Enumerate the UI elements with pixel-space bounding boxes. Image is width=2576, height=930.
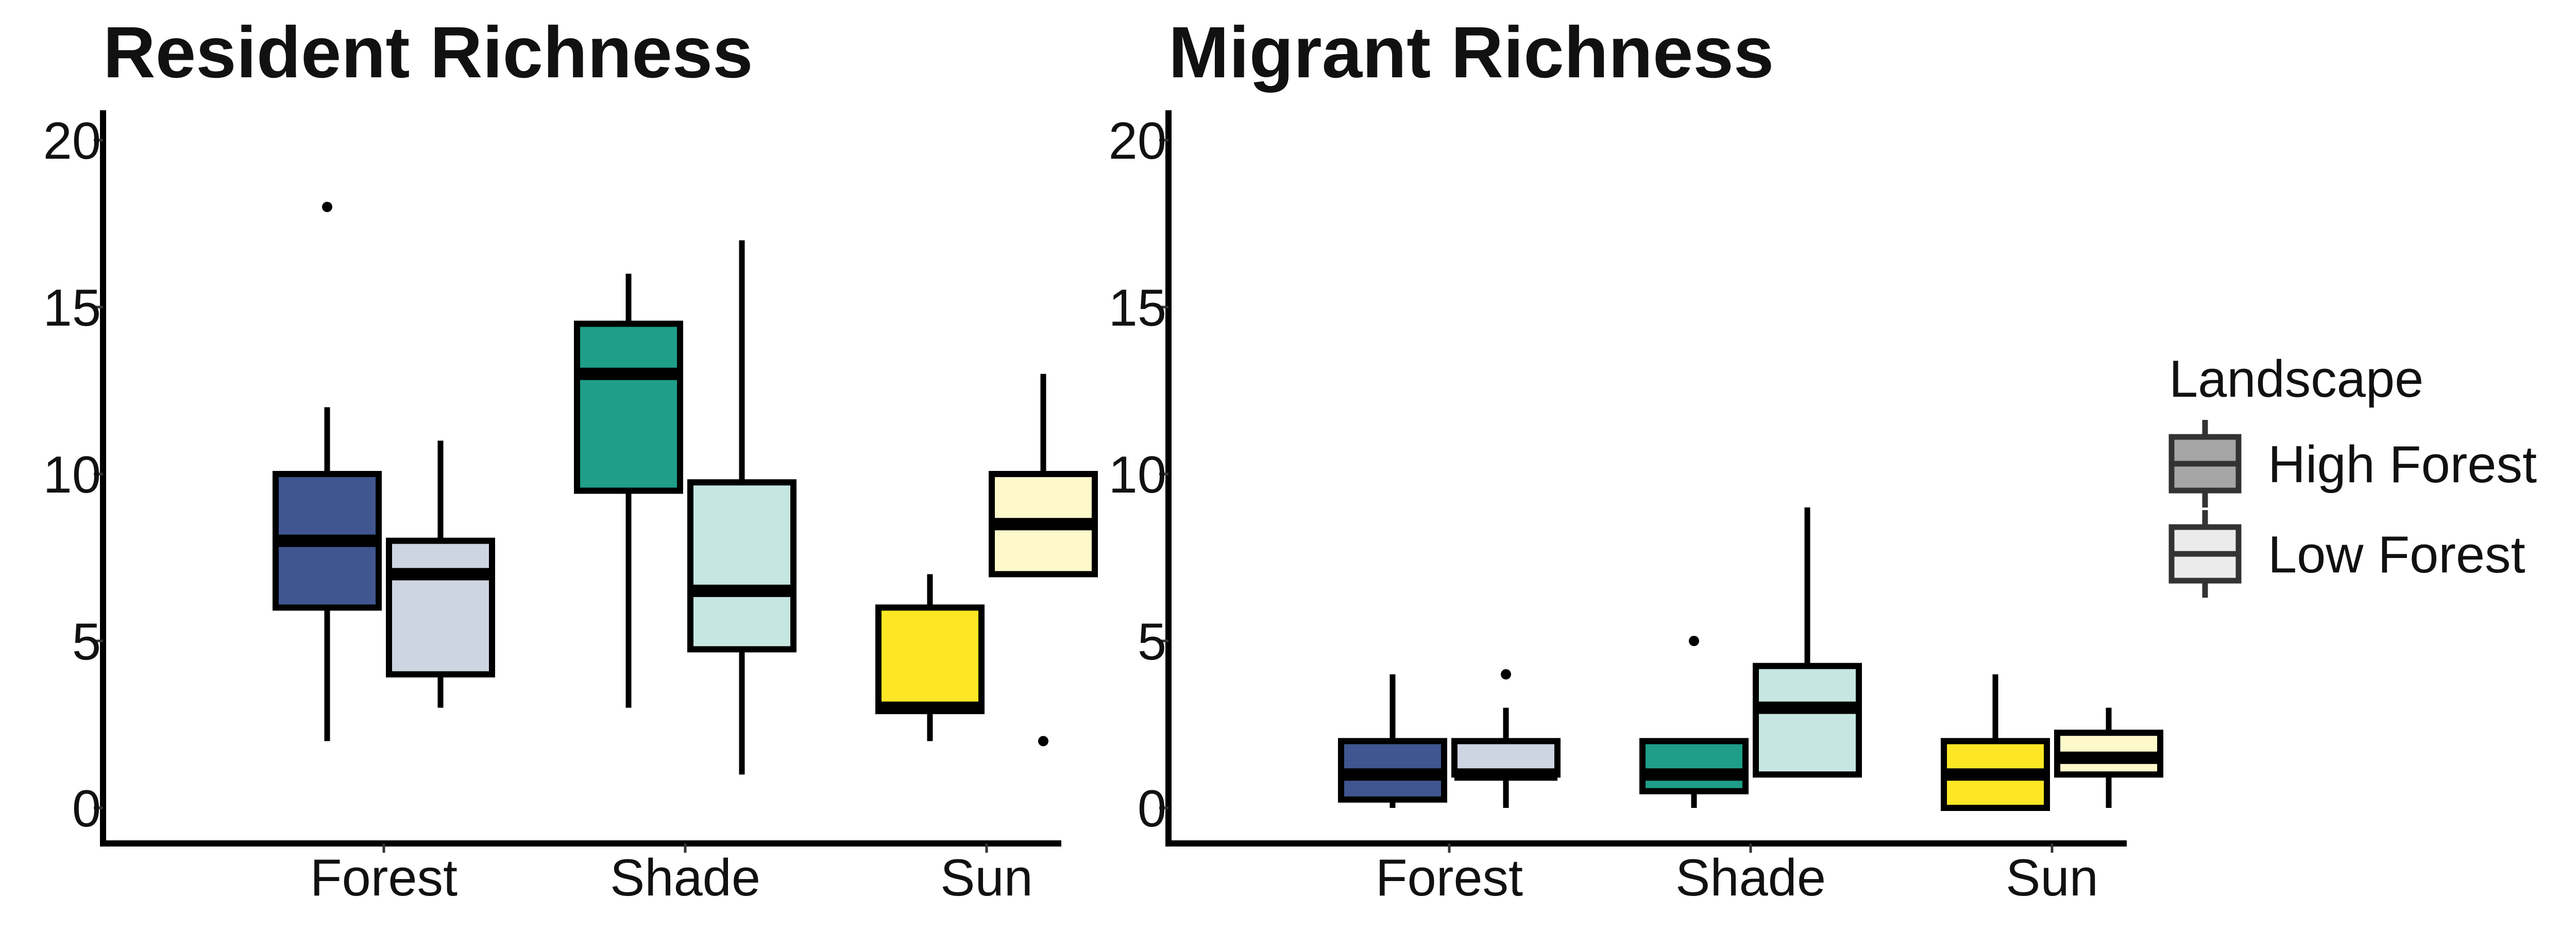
y-tick-label: 0 (1138, 780, 1166, 838)
y-tick-label: 10 (1109, 446, 1166, 504)
box-shade-high-box (1639, 738, 1749, 794)
x-tick-label: Shade (610, 849, 760, 907)
box-shade-high-box (574, 320, 683, 494)
box-shade-high-outlier (1689, 636, 1699, 646)
chart-title: Resident Richness (103, 11, 753, 93)
legend-item-label: Low Forest (2268, 526, 2526, 584)
y-tick-label: 15 (43, 279, 101, 337)
legend-title: Landscape (2169, 350, 2424, 408)
y-tick-label: 10 (43, 446, 101, 504)
x-tick-label: Sun (940, 849, 1033, 907)
x-tick-label: Shade (1675, 849, 1826, 907)
x-tick-label: Forest (310, 849, 457, 907)
box-sun-low-outlier (1038, 736, 1048, 747)
y-tick-label: 5 (1138, 613, 1166, 671)
chart-title: Migrant Richness (1168, 11, 1774, 93)
y-tick-label: 5 (72, 613, 101, 671)
y-tick-label: 0 (72, 780, 101, 838)
legend-item-label: High Forest (2268, 436, 2537, 494)
y-tick-label: 15 (1109, 279, 1166, 337)
box-shade-low-box (1753, 663, 1862, 778)
y-tick-label: 20 (1109, 112, 1166, 170)
box-sun-high-box (875, 604, 985, 715)
y-tick-label: 20 (43, 112, 101, 170)
box-shade-low-box (687, 479, 796, 653)
x-tick-label: Forest (1376, 849, 1523, 907)
box-forest-high-outlier (322, 201, 332, 212)
x-tick-label: Sun (2006, 849, 2098, 907)
box-forest-low-box (386, 537, 495, 678)
box-forest-low-outlier (1501, 669, 1511, 680)
